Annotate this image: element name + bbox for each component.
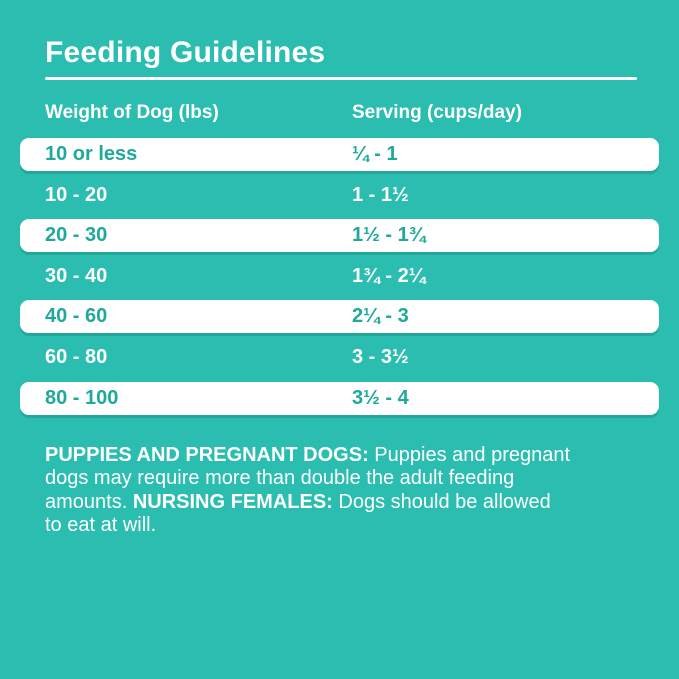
- serving-cell: ¼ - 1: [352, 143, 398, 165]
- table-header-row: Weight of Dog (lbs) Serving (cups/day): [45, 102, 645, 124]
- note-text: Dogs should be allowed: [332, 490, 551, 513]
- note-text: dogs may require more than double the ad…: [45, 467, 515, 490]
- weight-cell: 10 - 20: [45, 183, 108, 206]
- table-row: 40 - 60 2¼ - 3: [20, 300, 659, 334]
- serving-cell: 3½ - 4: [352, 386, 409, 409]
- table-row: 10 or less ¼ - 1: [20, 138, 659, 171]
- table-row: 80 - 100 3½ - 4: [20, 381, 659, 415]
- note-bold-text: PUPPIES AND PREGNANT DOGS:: [45, 444, 369, 466]
- serving-cell: 1½ - 1¾: [352, 224, 426, 247]
- weight-cell: 10 or less: [45, 143, 138, 165]
- title-divider: [45, 77, 637, 80]
- table-row: 30 - 40 1¾ - 2¼: [20, 260, 659, 293]
- serving-cell: 1¾ - 2¼: [352, 264, 426, 287]
- note-line: to eat at will.: [45, 514, 645, 537]
- weight-cell: 60 - 80: [45, 345, 108, 368]
- serving-cell: 2¼ - 3: [352, 305, 409, 328]
- serving-cell: 3 - 3½: [352, 345, 409, 368]
- page-title: Feeding Guidelines: [45, 36, 326, 69]
- serving-cell: 1 - 1½: [352, 183, 409, 206]
- column-header-weight: Weight of Dog (lbs): [45, 102, 219, 123]
- note-line: PUPPIES AND PREGNANT DOGS: Puppies and p…: [45, 444, 645, 467]
- note-line: amounts. NURSING FEMALES: Dogs should be…: [45, 491, 645, 514]
- note-text: to eat at will.: [45, 514, 157, 537]
- weight-cell: 30 - 40: [45, 264, 108, 287]
- table-row: 20 - 30 1½ - 1¾: [20, 219, 659, 253]
- note-line: dogs may require more than double the ad…: [45, 467, 645, 490]
- feeding-table: 10 or less ¼ - 1 10 - 20 1 - 1½ 20 - 30 …: [20, 138, 659, 422]
- table-row: 60 - 80 3 - 3½: [20, 341, 659, 374]
- column-header-serving: Serving (cups/day): [352, 102, 522, 123]
- note-bold-text: NURSING FEMALES:: [132, 490, 333, 513]
- table-row: 10 - 20 1 - 1½: [20, 179, 659, 212]
- weight-cell: 20 - 30: [45, 224, 108, 247]
- note-text: amounts.: [45, 490, 133, 513]
- weight-cell: 80 - 100: [45, 386, 119, 409]
- feeding-notes: PUPPIES AND PREGNANT DOGS: Puppies and p…: [45, 444, 645, 538]
- weight-cell: 40 - 60: [45, 305, 108, 328]
- note-text: Puppies and pregnant: [368, 444, 571, 466]
